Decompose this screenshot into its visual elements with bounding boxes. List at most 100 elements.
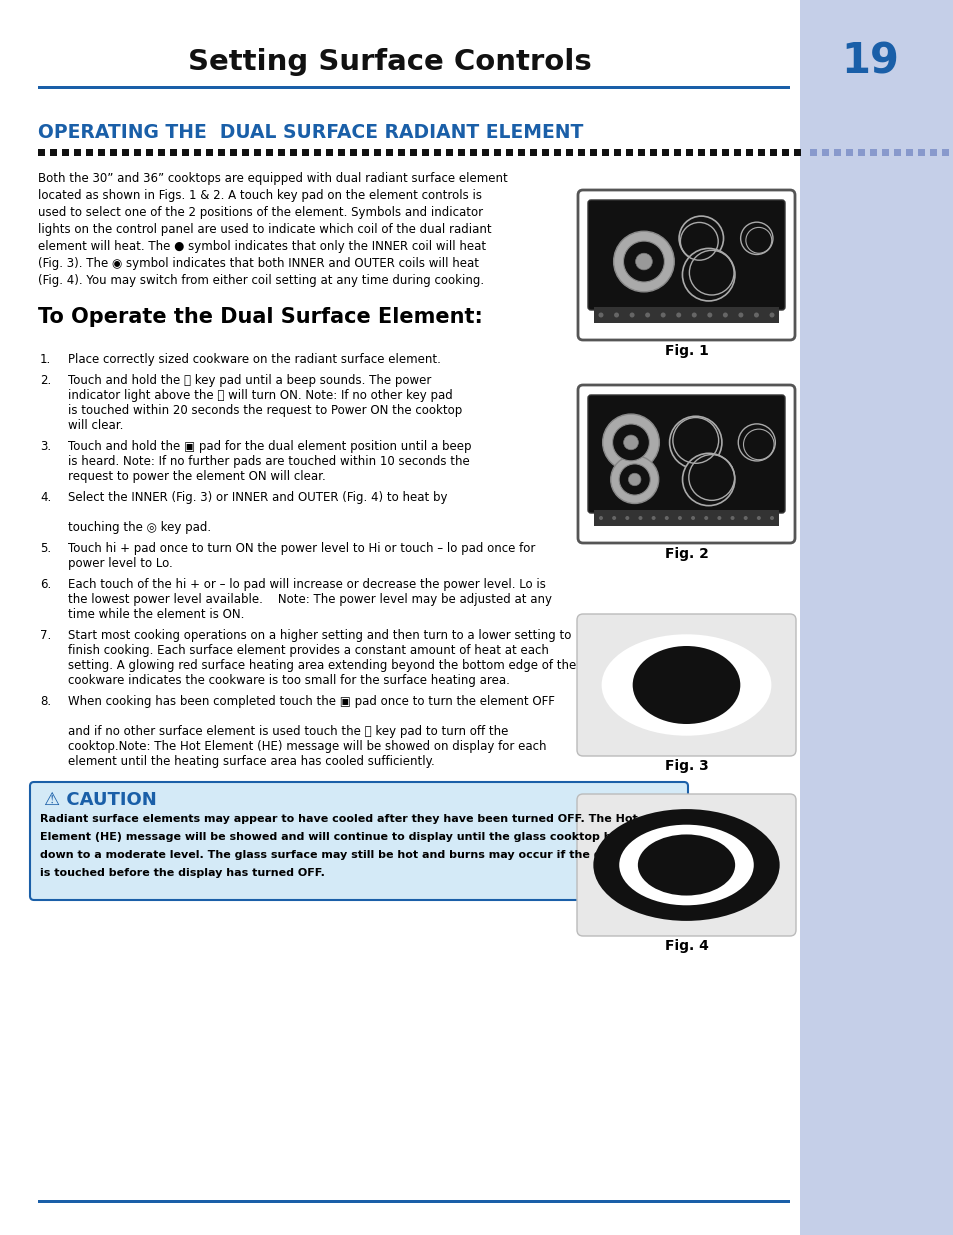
- Bar: [638, 149, 644, 156]
- Ellipse shape: [738, 424, 775, 461]
- Bar: [206, 149, 213, 156]
- Text: down to a moderate level. The glass surface may still be hot and burns may occur: down to a moderate level. The glass surf…: [40, 850, 676, 860]
- Bar: [38, 149, 45, 156]
- Text: When cooking has been completed touch the ▣ pad once to turn the element OFF: When cooking has been completed touch th…: [68, 695, 555, 708]
- Text: 4.: 4.: [40, 492, 51, 504]
- Bar: [314, 149, 320, 156]
- Text: Both the 30” and 36” cooktops are equipped with dual radiant surface element: Both the 30” and 36” cooktops are equipp…: [38, 172, 507, 185]
- Bar: [302, 149, 309, 156]
- Bar: [673, 149, 680, 156]
- Text: 19: 19: [841, 41, 898, 83]
- Ellipse shape: [623, 435, 638, 450]
- Bar: [541, 149, 548, 156]
- FancyBboxPatch shape: [578, 190, 794, 340]
- Text: (Fig. 4). You may switch from either coil setting at any time during cooking.: (Fig. 4). You may switch from either coi…: [38, 274, 483, 287]
- Ellipse shape: [612, 424, 649, 461]
- Bar: [86, 149, 92, 156]
- Text: touching the ◎ key pad.: touching the ◎ key pad.: [68, 521, 211, 534]
- Text: Place correctly sized cookware on the radiant surface element.: Place correctly sized cookware on the ra…: [68, 353, 440, 366]
- Ellipse shape: [614, 312, 618, 317]
- Text: 6.: 6.: [40, 578, 51, 592]
- Text: request to power the element ON will clear.: request to power the element ON will cle…: [68, 471, 325, 483]
- Bar: [182, 149, 189, 156]
- Text: 1.: 1.: [40, 353, 51, 366]
- Bar: [62, 149, 69, 156]
- Ellipse shape: [644, 312, 649, 317]
- Bar: [917, 149, 924, 156]
- Ellipse shape: [613, 231, 674, 291]
- Ellipse shape: [753, 312, 759, 317]
- Bar: [290, 149, 296, 156]
- Ellipse shape: [598, 516, 602, 520]
- Bar: [122, 149, 129, 156]
- Ellipse shape: [623, 241, 663, 282]
- Bar: [337, 149, 345, 156]
- Bar: [38, 1200, 789, 1203]
- Text: will clear.: will clear.: [68, 419, 123, 432]
- Ellipse shape: [618, 825, 753, 905]
- Ellipse shape: [601, 635, 771, 736]
- Bar: [277, 149, 285, 156]
- Bar: [833, 149, 841, 156]
- Bar: [397, 149, 405, 156]
- Bar: [625, 149, 633, 156]
- Bar: [649, 149, 657, 156]
- Bar: [530, 149, 537, 156]
- Bar: [781, 149, 788, 156]
- Bar: [685, 149, 692, 156]
- Ellipse shape: [602, 414, 659, 471]
- Text: OPERATING THE  DUAL SURFACE RADIANT ELEMENT: OPERATING THE DUAL SURFACE RADIANT ELEME…: [38, 122, 583, 142]
- Bar: [929, 149, 936, 156]
- Text: ⚠ CAUTION: ⚠ CAUTION: [44, 790, 156, 809]
- Bar: [74, 149, 81, 156]
- Text: and if no other surface element is used touch the ⓤ key pad to turn off the: and if no other surface element is used …: [68, 725, 508, 739]
- Ellipse shape: [618, 464, 650, 495]
- Bar: [326, 149, 333, 156]
- Bar: [893, 149, 900, 156]
- Bar: [410, 149, 416, 156]
- Bar: [845, 149, 852, 156]
- Ellipse shape: [593, 809, 779, 921]
- Bar: [421, 149, 429, 156]
- Ellipse shape: [635, 253, 652, 270]
- Ellipse shape: [669, 416, 721, 468]
- Bar: [809, 149, 816, 156]
- Text: Touch and hold the ▣ pad for the dual element position until a beep: Touch and hold the ▣ pad for the dual el…: [68, 440, 471, 453]
- FancyBboxPatch shape: [587, 200, 784, 310]
- Text: 3.: 3.: [40, 440, 51, 453]
- Bar: [517, 149, 524, 156]
- Bar: [470, 149, 476, 156]
- Bar: [50, 149, 57, 156]
- Bar: [98, 149, 105, 156]
- Text: is touched within 20 seconds the request to Power ON the cooktop: is touched within 20 seconds the request…: [68, 404, 462, 417]
- Text: 2.: 2.: [40, 374, 51, 387]
- Bar: [374, 149, 380, 156]
- Bar: [446, 149, 453, 156]
- Bar: [905, 149, 912, 156]
- Text: setting. A glowing red surface heating area extending beyond the bottom edge of : setting. A glowing red surface heating a…: [68, 659, 576, 672]
- Bar: [494, 149, 500, 156]
- Text: located as shown in Figs. 1 & 2. A touch key pad on the element controls is: located as shown in Figs. 1 & 2. A touch…: [38, 189, 481, 203]
- Text: Fig. 2: Fig. 2: [664, 547, 708, 561]
- Bar: [614, 149, 620, 156]
- Text: Each touch of the hi + or – lo pad will increase or decrease the power level. Lo: Each touch of the hi + or – lo pad will …: [68, 578, 545, 592]
- Bar: [601, 149, 608, 156]
- Text: Element (HE) message will be showed and will continue to display until the glass: Element (HE) message will be showed and …: [40, 832, 670, 842]
- Ellipse shape: [632, 646, 740, 724]
- Text: Radiant surface elements may appear to have cooled after they have been turned O: Radiant surface elements may appear to h…: [40, 814, 638, 824]
- FancyBboxPatch shape: [587, 395, 784, 513]
- Ellipse shape: [703, 516, 707, 520]
- Text: Touch and hold the ⓤ key pad until a beep sounds. The power: Touch and hold the ⓤ key pad until a bee…: [68, 374, 431, 387]
- Text: 7.: 7.: [40, 629, 51, 642]
- Text: Touch hi + pad once to turn ON the power level to Hi or touch – lo pad once for: Touch hi + pad once to turn ON the power…: [68, 542, 535, 555]
- Ellipse shape: [706, 312, 712, 317]
- Ellipse shape: [769, 516, 773, 520]
- Bar: [594, 308, 779, 324]
- Text: is heard. ​Note: If no further pads are touched within 10 seconds the: is heard. ​Note: If no further pads are …: [68, 454, 469, 468]
- Text: power level to Lo.: power level to Lo.: [68, 557, 172, 571]
- FancyBboxPatch shape: [577, 614, 795, 756]
- Bar: [733, 149, 740, 156]
- Text: used to select one of the 2 positions of the element. Symbols and indicator: used to select one of the 2 positions of…: [38, 206, 482, 219]
- Text: lights on the control panel are used to indicate which coil of the dual radiant: lights on the control panel are used to …: [38, 224, 491, 236]
- Bar: [193, 149, 201, 156]
